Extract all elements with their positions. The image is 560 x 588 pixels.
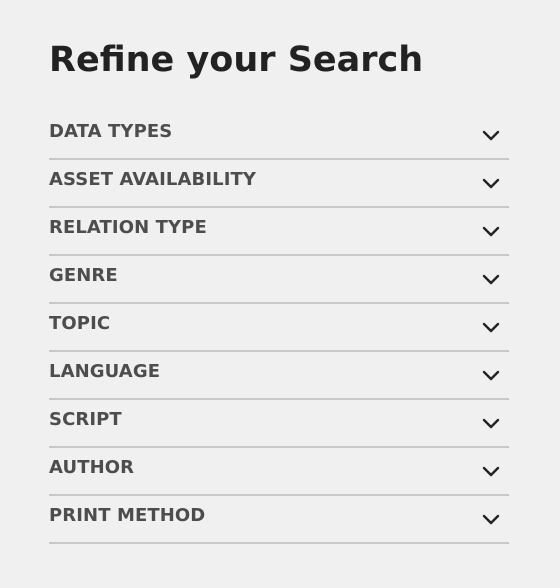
facet-author[interactable]: AUTHOR: [49, 448, 509, 496]
panel-title: Refine your Search: [49, 40, 424, 80]
chevron-down-icon[interactable]: [482, 322, 500, 334]
chevron-down-icon[interactable]: [482, 130, 500, 142]
facet-label: RELATION TYPE: [49, 216, 207, 238]
chevron-down-icon[interactable]: [482, 178, 500, 190]
chevron-down-icon[interactable]: [482, 370, 500, 382]
facet-label: AUTHOR: [49, 456, 135, 478]
facet-label: LANGUAGE: [49, 360, 161, 382]
facet-genre[interactable]: GENRE: [49, 256, 509, 304]
chevron-down-icon[interactable]: [482, 466, 500, 478]
chevron-down-icon[interactable]: [482, 418, 500, 430]
facet-topic[interactable]: TOPIC: [49, 304, 509, 352]
facet-asset-availability[interactable]: ASSET AVAILABILITY: [49, 160, 509, 208]
chevron-down-icon[interactable]: [482, 274, 500, 286]
facet-label: TOPIC: [49, 312, 111, 334]
facet-relation-type[interactable]: RELATION TYPE: [49, 208, 509, 256]
facet-label: SCRIPT: [49, 408, 122, 430]
facet-data-types[interactable]: DATA TYPES: [49, 112, 509, 160]
facet-label: PRINT METHOD: [49, 504, 206, 526]
facet-label: GENRE: [49, 264, 118, 286]
facet-language[interactable]: LANGUAGE: [49, 352, 509, 400]
facet-label: DATA TYPES: [49, 120, 173, 142]
facet-script[interactable]: SCRIPT: [49, 400, 509, 448]
chevron-down-icon[interactable]: [482, 514, 500, 526]
facet-list: DATA TYPES ASSET AVAILABILITY RELATION T…: [49, 112, 509, 544]
facet-label: ASSET AVAILABILITY: [49, 168, 257, 190]
facet-print-method[interactable]: PRINT METHOD: [49, 496, 509, 544]
chevron-down-icon[interactable]: [482, 226, 500, 238]
